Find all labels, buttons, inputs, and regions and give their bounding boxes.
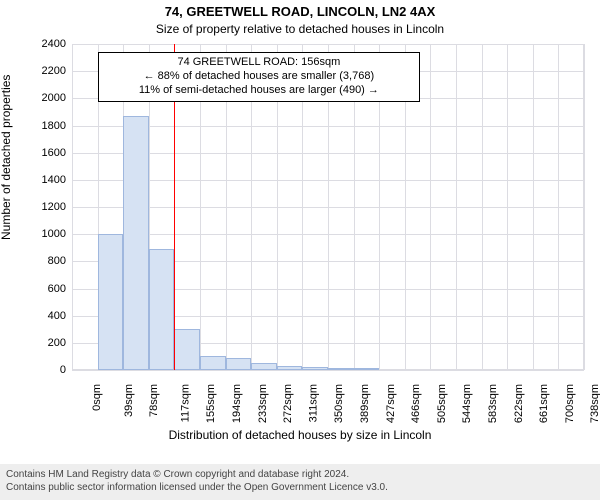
- y-tick-label: 1400: [42, 174, 66, 186]
- histogram-bar: [98, 234, 124, 370]
- x-tick-label: 622sqm: [513, 384, 525, 423]
- gridline-v: [430, 44, 431, 370]
- x-tick-label: 427sqm: [385, 384, 397, 423]
- histogram-bar: [200, 356, 226, 370]
- x-tick-label: 194sqm: [231, 384, 243, 423]
- x-tick-label: 272sqm: [282, 384, 294, 423]
- gridline-v: [507, 44, 508, 370]
- histogram-bar: [149, 249, 175, 370]
- annotation-box: 74 GREETWELL ROAD: 156sqm← 88% of detach…: [98, 52, 421, 102]
- gridline-h: [72, 370, 584, 371]
- gridline-v: [533, 44, 534, 370]
- histogram-bar: [277, 366, 303, 370]
- y-tick-label: 0: [60, 364, 66, 376]
- annotation-line: ← 88% of detached houses are smaller (3,…: [103, 70, 416, 84]
- histogram-bar: [251, 363, 277, 370]
- y-tick-label: 1800: [42, 120, 66, 132]
- x-tick-label: 39sqm: [123, 384, 135, 417]
- x-tick-label: 583sqm: [487, 384, 499, 423]
- x-tick-label: 0sqm: [91, 384, 103, 411]
- x-tick-label: 661sqm: [538, 384, 550, 423]
- x-tick-label: 350sqm: [334, 384, 346, 423]
- x-tick-label: 78sqm: [148, 384, 160, 417]
- x-tick-label: 505sqm: [436, 384, 448, 423]
- footer-line-1: Contains HM Land Registry data © Crown c…: [6, 468, 594, 481]
- y-tick-label: 1000: [42, 228, 66, 240]
- y-tick-label: 400: [48, 310, 66, 322]
- y-tick-label: 1600: [42, 147, 66, 159]
- gridline-v: [558, 44, 559, 370]
- y-tick-label: 2400: [42, 38, 66, 50]
- chart-subtitle: Size of property relative to detached ho…: [0, 22, 600, 36]
- y-tick-label: 200: [48, 337, 66, 349]
- histogram-bar: [354, 368, 380, 370]
- x-tick-label: 544sqm: [462, 384, 474, 423]
- annotation-line: 11% of semi-detached houses are larger (…: [103, 84, 416, 98]
- attribution-footer: Contains HM Land Registry data © Crown c…: [0, 464, 600, 500]
- chart-title: 74, GREETWELL ROAD, LINCOLN, LN2 4AX: [0, 4, 600, 19]
- histogram-bar: [302, 367, 328, 370]
- annotation-line: 74 GREETWELL ROAD: 156sqm: [103, 56, 416, 70]
- y-tick-label: 800: [48, 255, 66, 267]
- x-tick-label: 233sqm: [257, 384, 269, 423]
- histogram-bar: [123, 116, 149, 370]
- chart-container: 74, GREETWELL ROAD, LINCOLN, LN2 4AX Siz…: [0, 0, 600, 500]
- gridline-v: [584, 44, 585, 370]
- y-axis-label: Number of detached properties: [0, 75, 13, 240]
- gridline-v: [72, 44, 73, 370]
- y-tick-label: 600: [48, 283, 66, 295]
- footer-line-2: Contains public sector information licen…: [6, 481, 594, 494]
- histogram-bar: [226, 358, 252, 370]
- x-tick-label: 155sqm: [206, 384, 218, 423]
- x-tick-label: 466sqm: [410, 384, 422, 423]
- gridline-v: [482, 44, 483, 370]
- x-tick-label: 389sqm: [359, 384, 371, 423]
- gridline-v: [456, 44, 457, 370]
- y-tick-label: 1200: [42, 201, 66, 213]
- x-axis-label: Distribution of detached houses by size …: [0, 428, 600, 442]
- histogram-bar: [174, 329, 200, 370]
- y-tick-label: 2200: [42, 65, 66, 77]
- x-tick-label: 117sqm: [179, 384, 191, 422]
- plot-area: 0200400600800100012001400160018002000220…: [72, 44, 584, 370]
- x-tick-label: 738sqm: [590, 384, 600, 423]
- histogram-bar: [328, 368, 354, 370]
- y-tick-label: 2000: [42, 92, 66, 104]
- x-tick-label: 700sqm: [564, 384, 576, 423]
- x-tick-label: 311sqm: [307, 384, 319, 422]
